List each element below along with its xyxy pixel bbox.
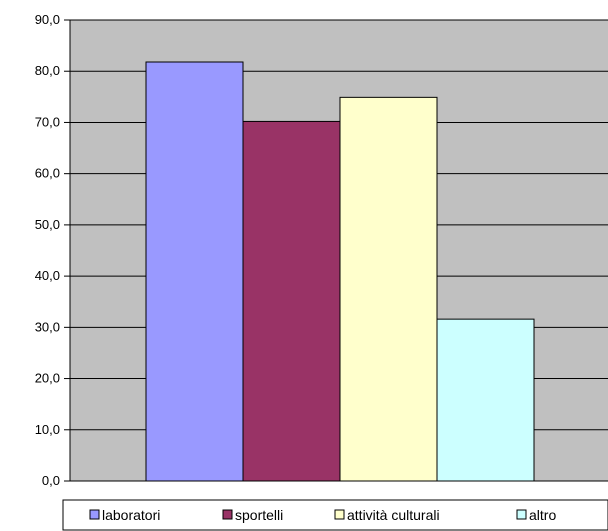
y-tick-label: 20,0 [35,371,60,386]
bar-sportelli [242,120,341,482]
y-tick-label: 70,0 [35,114,60,129]
y-tick-label: 50,0 [35,217,60,232]
legend-label: sportelli [235,507,283,523]
y-axis-tick-labels: 0,0 10,0 20,0 30,0 40,0 50,0 60,0 70,0 80,0 90,0 [35,12,60,488]
legend: laboratori sportelli attività culturali alt… [62,499,608,531]
legend-label: altro [529,507,556,523]
y-tick-label: 10,0 [35,422,60,437]
legend-swatch [334,509,345,520]
y-tick-label: 90,0 [35,12,60,27]
y-tick-label: 80,0 [35,63,60,78]
legend-label: attività culturali [347,507,440,523]
y-tick-label: 40,0 [35,268,60,283]
legend-swatch [89,509,100,520]
bar-attività-culturali [339,96,438,482]
bar-altro [436,318,535,482]
bars [145,61,535,482]
legend-label: laboratori [102,507,160,523]
legend-swatch [222,509,233,520]
y-tick-label: 0,0 [42,473,60,488]
bar-laboratori [145,61,244,482]
y-tick-label: 60,0 [35,166,60,181]
legend-swatch [516,509,527,520]
y-tick-label: 30,0 [35,319,60,334]
